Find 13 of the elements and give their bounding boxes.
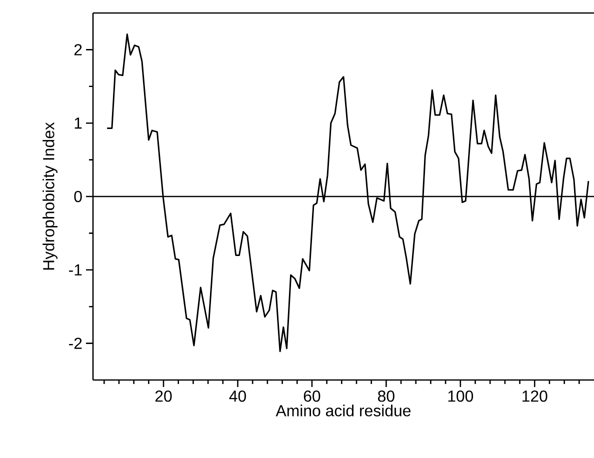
- x-axis-title: Amino acid residue: [276, 404, 411, 416]
- x-tick-label: 60: [304, 390, 320, 402]
- y-tick-label: -2: [69, 338, 82, 349]
- x-tick-label: 80: [378, 390, 394, 402]
- y-axis-title: Hydrophobicity Index: [42, 122, 58, 270]
- y-tick-label: -1: [69, 264, 82, 276]
- x-tick-label: 120: [522, 390, 548, 402]
- x-tick-label: 100: [448, 390, 474, 402]
- x-tick-label: 40: [229, 390, 246, 402]
- y-tick-label: 1: [74, 118, 82, 129]
- x-tick-label: 20: [155, 390, 172, 402]
- y-tick-label: 2: [74, 44, 82, 56]
- y-tick-label: 0: [74, 190, 82, 202]
